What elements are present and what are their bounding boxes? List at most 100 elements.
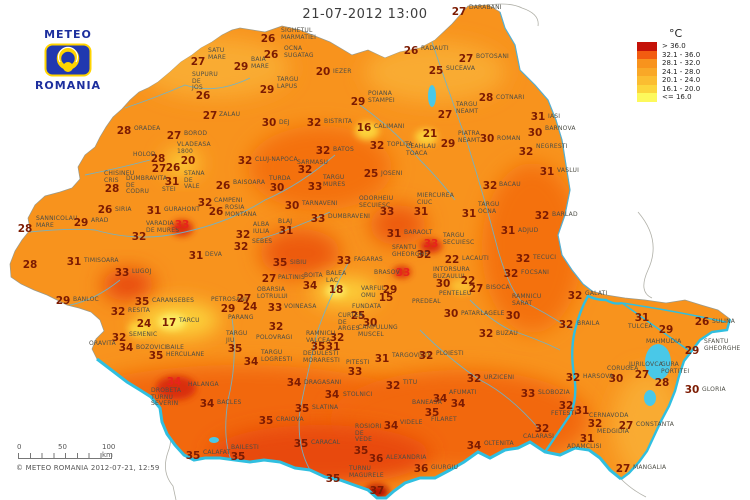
station-temperature: 32: [534, 422, 550, 435]
station-temperature: 22: [444, 253, 460, 266]
station-name: MEDGIDIA: [597, 428, 630, 435]
station-name: POIANA STAMPEI: [368, 90, 395, 104]
station-temperature: 32: [131, 230, 147, 243]
station-name: SLATINA: [312, 404, 339, 411]
scale-bar: 0 50 100 km: [14, 443, 124, 465]
station-name: NEGRESTI: [536, 143, 568, 150]
station-temperature: 25: [428, 64, 444, 77]
station-temperature: 33: [379, 205, 395, 218]
station-temperature: 24: [242, 300, 258, 313]
station-name: DEDULESTI MORARESTI: [303, 350, 340, 364]
station-name: CALAFAT: [203, 449, 231, 456]
station-name: SULINA: [712, 318, 736, 325]
temperature-legend: °C > 36.0 32.1 - 36.0 28.1 - 32.0 24.1 - 28…: [637, 27, 700, 102]
station-temperature: 21: [422, 127, 438, 140]
station-name: CORUGEA: [607, 365, 639, 372]
station-name: SFANTU GHEORGHE: [704, 338, 741, 352]
station-temperature: 26: [403, 44, 419, 57]
station-temperature: 32: [385, 379, 401, 392]
station-temperature: 29: [55, 294, 71, 307]
station-temperature: 32: [565, 371, 581, 384]
station-name: GIURGIU: [431, 464, 459, 471]
station-name: OLTENITA: [484, 440, 514, 447]
station-temperature: 31: [325, 340, 341, 353]
legend-range-label: 20.1 - 24.0: [662, 76, 701, 85]
station-temperature: 33: [336, 254, 352, 267]
station-temperature: 29: [220, 302, 236, 315]
station-name: OBARSIA LOTRULUI: [257, 286, 288, 300]
station-temperature: 29: [259, 83, 275, 96]
station-name: PALTINIS: [278, 274, 305, 281]
station-temperature: 32: [197, 196, 213, 209]
station-temperature: 35: [294, 402, 310, 415]
station-name: ORADEA: [134, 125, 161, 132]
station-temperature: 32: [297, 163, 313, 176]
station-temperature: 26: [97, 203, 113, 216]
station-temperature: 27: [634, 368, 650, 381]
station-temperature: 33: [423, 237, 439, 250]
station-name: DROBETA TURNU SEVERIN: [151, 387, 182, 408]
station-temperature: 33: [520, 387, 536, 400]
station-name: BUZAU: [496, 330, 519, 337]
station-temperature: 32: [466, 372, 482, 385]
station-temperature: 35: [258, 414, 274, 427]
station-name: RAMNICU VALCEA: [306, 330, 336, 344]
station-name: INTORSURA BUZAULUI: [433, 266, 470, 280]
station-name: BAILE HERCULANE: [166, 344, 205, 358]
station-name: CAMPULUNG MUSCEL: [358, 324, 398, 338]
station-temperature: 25: [363, 167, 379, 180]
station-temperature: 31: [574, 404, 590, 417]
station-name: BARAOLT: [404, 229, 433, 236]
station-name: TURDA: [269, 175, 291, 182]
station-name: VARADIA DE MURES: [146, 220, 180, 234]
station-name: BANEASA: [412, 399, 443, 406]
station-name: TARGU NEAMT: [456, 101, 479, 115]
station-temperature: 25: [350, 309, 366, 322]
station-name: RAMNICU SARAT: [512, 293, 542, 307]
prut-river: [499, 11, 593, 292]
station-name: TARNAVENI: [302, 200, 338, 207]
station-temperature: 18: [328, 283, 344, 296]
station-temperature: 32: [558, 318, 574, 331]
station-temperature: 33: [307, 180, 323, 193]
station-temperature: 31: [164, 175, 180, 188]
station-name: RADAUTI: [421, 45, 449, 52]
station-name: BARNOVA: [545, 125, 576, 132]
station-temperature: 30: [505, 309, 521, 322]
station-temperature: 30: [261, 116, 277, 129]
legend-swatch: [637, 42, 657, 51]
station-name: DARABANI: [469, 4, 502, 11]
station-temperature: 27: [458, 52, 474, 65]
station-name: IEZER: [333, 68, 352, 75]
lakes: [209, 85, 671, 443]
station-name: SEBES: [252, 238, 273, 245]
station-name: HALANGA: [188, 381, 219, 388]
legend-row: <= 16.0: [637, 93, 700, 102]
station-name: ADAMCLISI: [567, 443, 602, 450]
station-temperature: 26: [195, 89, 211, 102]
station-temperature: 15: [378, 291, 394, 304]
station-name: BOTOSANI: [476, 53, 510, 60]
station-temperature: 29: [73, 216, 89, 229]
station-temperature: 35: [293, 437, 309, 450]
station-temperature: 32: [315, 144, 331, 157]
station-name: SFANTU GHEORGHE: [392, 244, 429, 258]
station-temperature: 30: [479, 132, 495, 145]
station-name: BANLOC: [73, 296, 99, 303]
station-name: PETROSANI: [211, 296, 248, 303]
station-temperature: 30: [362, 316, 378, 329]
station-temperature: 29: [440, 137, 456, 150]
station-name: SLOBOZIA: [538, 389, 570, 396]
station-name: TIMISOARA: [84, 257, 119, 264]
station-temperature: 34: [466, 439, 482, 452]
station-name: CHISINEU CRIS: [104, 170, 135, 184]
station-name: BISTRITA: [324, 118, 353, 125]
station-name: BLAJ: [278, 218, 293, 225]
station-name: BALEA LAC: [326, 270, 347, 284]
station-temperature: 20: [315, 65, 331, 78]
station-temperature: 26: [260, 32, 276, 45]
station-temperature: 31: [278, 224, 294, 237]
station-temperature: 32: [416, 248, 432, 261]
station-name: BACAU: [499, 181, 521, 188]
